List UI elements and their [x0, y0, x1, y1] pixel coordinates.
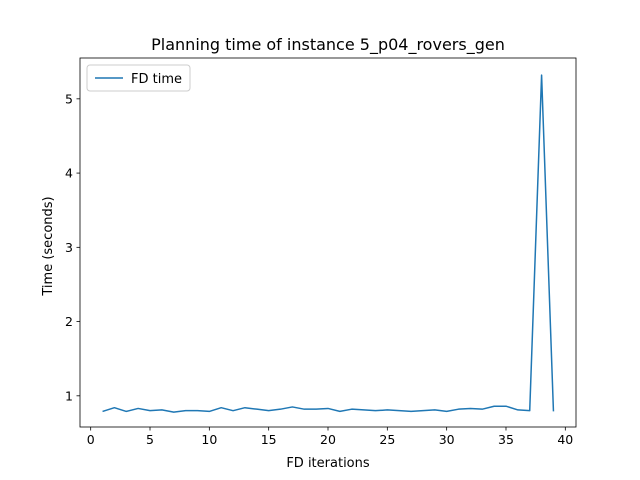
x-tick-label: 0 [87, 432, 95, 447]
x-axis-label: FD iterations [286, 456, 370, 471]
x-tick-label: 5 [146, 432, 154, 447]
plot-area: 0 5 10 15 20 25 30 35 40 1 2 3 4 5 FD time [65, 57, 577, 447]
legend-box [86, 64, 191, 92]
x-tick-label: 15 [261, 432, 277, 447]
x-tick-label: 30 [439, 432, 455, 447]
y-tick-label: 4 [65, 166, 73, 181]
y-tick-label: 3 [65, 240, 73, 255]
x-tick-label: 35 [498, 432, 514, 447]
x-tick-label: 10 [201, 432, 217, 447]
legend-label: FD time [131, 72, 182, 87]
y-tick-label: 1 [65, 388, 73, 403]
y-axis-label: Time (seconds) [41, 196, 56, 296]
x-tick-label: 20 [320, 432, 336, 447]
chart-title: Planning time of instance 5_p04_rovers_g… [151, 35, 505, 55]
y-tick-label: 2 [65, 314, 73, 329]
y-tick-label: 5 [65, 91, 73, 106]
x-tick-label: 40 [557, 432, 573, 447]
x-tick-label: 25 [379, 432, 395, 447]
